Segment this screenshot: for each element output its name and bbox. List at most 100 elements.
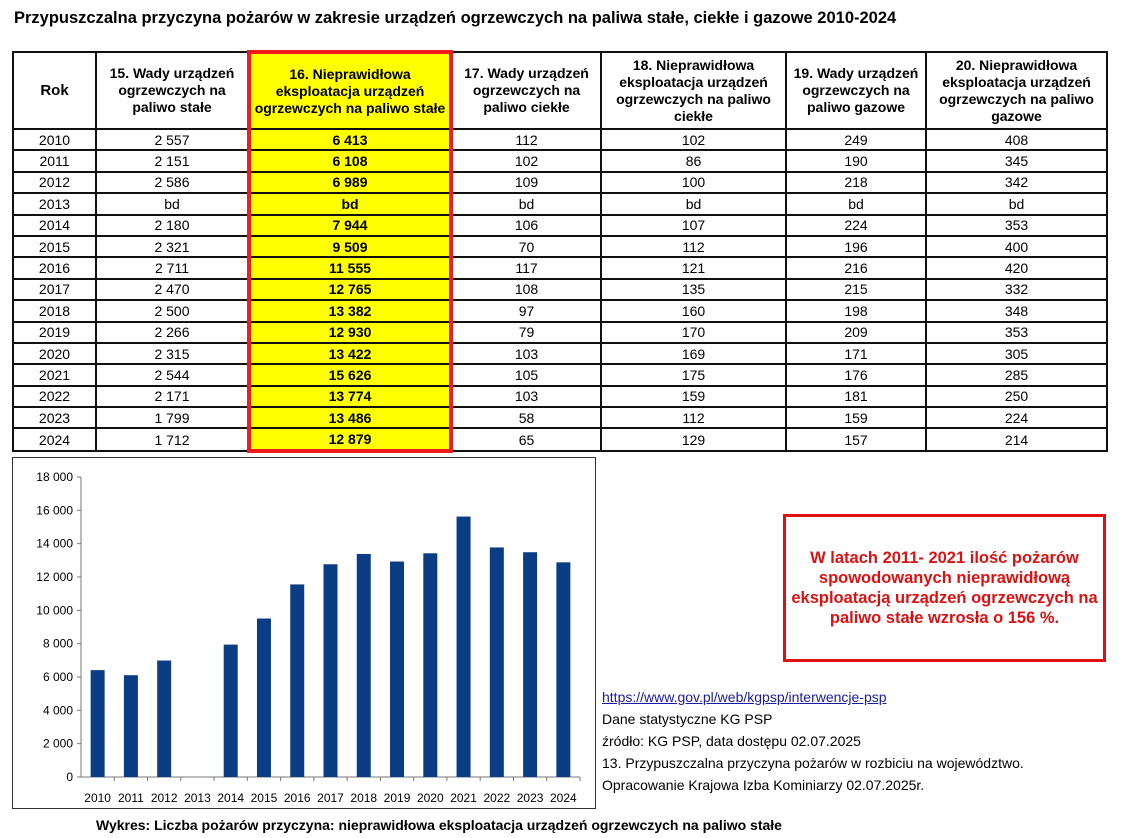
- value-cell: 12 930: [247, 320, 453, 344]
- year-cell: 2010: [12, 127, 97, 152]
- table-row: 2024 1 712 12 879 65 129 157 214: [12, 427, 1108, 453]
- value-cell: 2 180: [95, 213, 250, 237]
- value-cell: 79: [450, 320, 602, 344]
- x-tick-label: 2013: [184, 791, 211, 805]
- value-cell: 135: [600, 277, 787, 302]
- bar-2017: [323, 564, 338, 777]
- note-text: W latach 2011- 2021 ilość pożarów spowod…: [791, 549, 1098, 627]
- value-cell: 2 500: [95, 299, 250, 323]
- page-title: Przypuszczalna przyczyna pożarów w zakre…: [14, 9, 897, 27]
- value-cell: 2 321: [95, 234, 250, 259]
- value-cell: bd: [925, 192, 1108, 216]
- value-cell: 224: [925, 406, 1108, 430]
- y-tick-label: 2 000: [43, 737, 73, 751]
- table-row: 2014 2 180 7 944 106 107 224 353: [12, 213, 1108, 237]
- y-tick-label: 4 000: [43, 703, 73, 717]
- chart-caption: Wykres: Liczba pożarów przyczyna: niepra…: [96, 817, 782, 833]
- value-cell: 2 544: [95, 363, 250, 387]
- value-cell: 348: [925, 299, 1108, 323]
- bar-2024: [556, 562, 571, 777]
- bar-2015: [256, 618, 271, 777]
- value-cell: 249: [785, 127, 927, 152]
- value-cell: 121: [600, 256, 787, 280]
- value-cell: 159: [600, 384, 787, 409]
- y-tick-label: 10 000: [36, 603, 73, 617]
- value-cell: 2 151: [95, 149, 250, 173]
- value-cell: 157: [785, 427, 927, 452]
- table-row: 2016 2 711 11 555 117 121 216 420: [12, 256, 1108, 280]
- value-cell: 102: [600, 127, 787, 152]
- column-header: Rok: [12, 51, 97, 130]
- value-cell: 106: [450, 213, 602, 237]
- source-line: Dane statystyczne KG PSP: [602, 711, 773, 727]
- source-line: 13. Przypuszczalna przyczyna pożarów w r…: [602, 755, 1024, 771]
- x-tick-label: 2020: [417, 791, 444, 805]
- value-cell: 13 774: [247, 384, 453, 409]
- x-tick-label: 2014: [217, 791, 244, 805]
- value-cell: 159: [785, 406, 927, 430]
- value-cell: 97: [450, 299, 602, 323]
- value-cell: 103: [450, 341, 602, 366]
- value-cell: 2 171: [95, 384, 250, 409]
- bar-2016: [290, 584, 305, 777]
- value-cell: 13 422: [247, 341, 453, 366]
- value-cell: 117: [450, 256, 602, 280]
- value-cell: 345: [925, 149, 1108, 173]
- value-cell: 70: [450, 234, 602, 259]
- value-cell: 12 765: [247, 277, 453, 302]
- table-row: 2015 2 321 9 509 70 112 196 400: [12, 234, 1108, 259]
- value-cell: 6 989: [247, 170, 453, 195]
- value-cell: 129: [600, 427, 787, 452]
- source-line: źródło: KG PSP, data dostępu 02.07.2025: [602, 733, 861, 749]
- source-link[interactable]: https://www.gov.pl/web/kgpsp/interwencje…: [602, 689, 887, 705]
- value-cell: 198: [785, 299, 927, 323]
- value-cell: 108: [450, 277, 602, 302]
- value-cell: 12 879: [247, 427, 453, 453]
- column-header: 18. Nieprawidłowa eksploatacja urządzeń …: [600, 51, 787, 130]
- y-tick-label: 16 000: [36, 503, 73, 517]
- value-cell: 196: [785, 234, 927, 259]
- x-tick-label: 2011: [118, 791, 144, 805]
- value-cell: 332: [925, 277, 1108, 302]
- y-tick-label: 12 000: [36, 570, 73, 584]
- value-cell: 160: [600, 299, 787, 323]
- year-cell: 2023: [12, 406, 97, 430]
- value-cell: bd: [247, 192, 453, 216]
- table-row: 2011 2 151 6 108 102 86 190 345: [12, 149, 1108, 173]
- value-cell: bd: [95, 192, 250, 216]
- value-cell: 112: [450, 127, 602, 152]
- value-cell: 176: [785, 363, 927, 387]
- value-cell: 216: [785, 256, 927, 280]
- value-cell: 170: [600, 320, 787, 344]
- table-row: 2013 bd bd bd bd bd bd: [12, 192, 1108, 216]
- bar-2022: [489, 547, 504, 777]
- value-cell: 175: [600, 363, 787, 387]
- value-cell: 250: [925, 384, 1108, 409]
- table-row: 2023 1 799 13 486 58 112 159 224: [12, 406, 1108, 430]
- y-tick-label: 14 000: [36, 537, 73, 551]
- x-tick-label: 2015: [251, 791, 278, 805]
- year-cell: 2015: [12, 234, 97, 259]
- year-cell: 2014: [12, 213, 97, 237]
- table-row: 2017 2 470 12 765 108 135 215 332: [12, 277, 1108, 302]
- x-tick-label: 2018: [350, 791, 377, 805]
- year-cell: 2022: [12, 384, 97, 409]
- x-tick-label: 2022: [483, 791, 510, 805]
- source-line: Opracowanie Krajowa Izba Kominiarzy 02.0…: [602, 777, 925, 793]
- column-header: 15. Wady urządzeń ogrzewczych na paliwo …: [95, 51, 250, 130]
- bar-2021: [456, 516, 471, 777]
- value-cell: 2 266: [95, 320, 250, 344]
- value-cell: 420: [925, 256, 1108, 280]
- bar-2014: [223, 644, 238, 777]
- chart-svg: 0 2 000 4 000 6 000 8 000 10 000 12 000 14 000 1…: [36, 470, 581, 805]
- value-cell: 181: [785, 384, 927, 409]
- value-cell: 103: [450, 384, 602, 409]
- table-row: 2012 2 586 6 989 109 100 218 342: [12, 170, 1108, 195]
- bar-2011: [123, 675, 138, 777]
- x-tick-label: 2019: [384, 791, 411, 805]
- x-tick-label: 2021: [450, 791, 477, 805]
- value-cell: 305: [925, 341, 1108, 366]
- value-cell: 86: [600, 149, 787, 173]
- y-tick-label: 0: [66, 770, 73, 784]
